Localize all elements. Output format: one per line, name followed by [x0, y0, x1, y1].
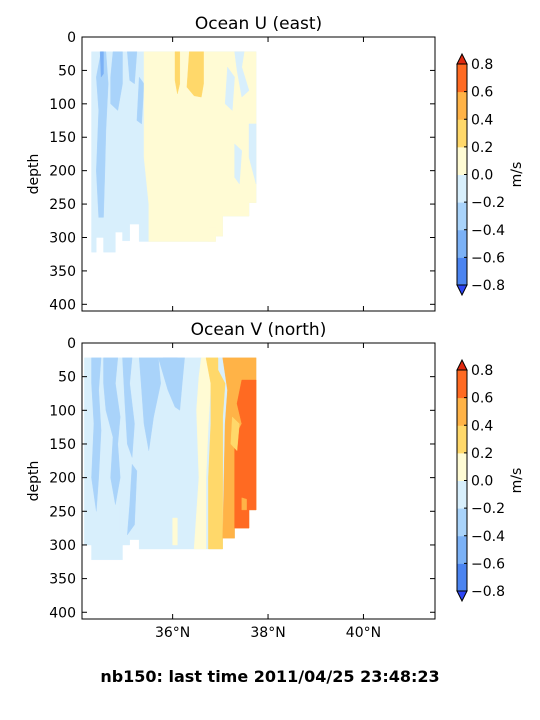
- colorbar-tick-label: 0.8: [471, 363, 493, 379]
- contour-region: [136, 76, 145, 125]
- contour-region: [234, 51, 250, 98]
- y-axis-label: depth: [26, 154, 42, 195]
- contour-region: [224, 66, 235, 111]
- colorbar-extend-max: [456, 52, 468, 65]
- colorbar-bin: [457, 508, 467, 537]
- chart-title: Ocean V (north): [191, 320, 327, 340]
- contour-region: [172, 517, 178, 546]
- colorbar-bin: [457, 425, 467, 454]
- colorbar-tick-label: −0.4: [471, 529, 505, 545]
- y-tick-label: 400: [49, 297, 76, 313]
- contour-region: [208, 227, 216, 242]
- y-tick-label: 350: [49, 264, 76, 280]
- y-tick-label: 100: [49, 97, 76, 113]
- colorbar-tick-label: 0.2: [471, 140, 493, 156]
- colorbar-bin: [457, 563, 467, 592]
- chart-panel-2: Ocean V (north) 0 50 100 150 200 250 300 350 400 3…: [26, 320, 525, 641]
- y-tick-label: 150: [49, 130, 76, 146]
- colorbar-tick-label: 0.0: [471, 168, 493, 184]
- colorbar-bin: [457, 370, 467, 399]
- colorbar-label: m/s: [509, 162, 525, 188]
- colorbar-extend-min: [456, 590, 468, 603]
- colorbar-tick-label: 0.6: [471, 391, 493, 407]
- contour-region: [110, 51, 123, 111]
- contour-region: [119, 494, 128, 539]
- figure-footer: nb150: last time 2011/04/25 23:48:23: [100, 667, 440, 686]
- colorbar-tick-label: 0.4: [471, 112, 493, 128]
- y-tick-label: 50: [58, 370, 76, 386]
- contour-region: [205, 357, 226, 550]
- colorbar-bin: [457, 480, 467, 509]
- colorbar-bin: [457, 397, 467, 426]
- x-tick-label: 36°N: [155, 625, 190, 641]
- colorbar-bin: [457, 202, 467, 231]
- colorbar-bin: [457, 91, 467, 120]
- contour-region: [174, 51, 181, 94]
- colorbar-tick-label: −0.6: [471, 250, 505, 266]
- y-tick-label: 200: [49, 164, 76, 180]
- colorbar: −0.8 −0.6 −0.4 −0.2 0.0 0.2 0.4 0.6 0.8 m/s: [456, 358, 525, 603]
- colorbar-label: m/s: [509, 468, 525, 494]
- y-axis-label: depth: [26, 461, 42, 502]
- colorbar-bin: [457, 119, 467, 148]
- y-tick-label: 0: [67, 30, 76, 46]
- colorbar-bin: [457, 535, 467, 564]
- colorbar-tick-label: −0.8: [471, 584, 505, 600]
- contour-fill: [91, 51, 257, 253]
- y-tick-label: 300: [49, 230, 76, 246]
- colorbar-tick-label: 0.8: [471, 57, 493, 73]
- x-tick-label: 40°N: [346, 625, 381, 641]
- y-tick-label: 250: [49, 197, 76, 213]
- contour-region: [230, 416, 240, 452]
- colorbar-tick-label: −0.2: [471, 195, 505, 211]
- chart-title: Ocean U (east): [195, 14, 322, 34]
- colorbar-bin: [457, 229, 467, 258]
- chart-panel-1: Ocean U (east) 0 50 100 150 200 250 300 350 400 de…: [26, 14, 525, 313]
- colorbar-tick-label: −0.4: [471, 223, 505, 239]
- colorbar-bin: [457, 146, 467, 175]
- colorbar-bin: [457, 64, 467, 93]
- contour-region: [241, 497, 247, 511]
- colorbar-tick-label: 0.2: [471, 446, 493, 462]
- colorbar-tick-label: −0.6: [471, 556, 505, 572]
- colorbar-tick-label: 0.0: [471, 474, 493, 490]
- colorbar-extend-min: [456, 284, 468, 297]
- contour-region: [158, 357, 185, 411]
- y-tick-label: 200: [49, 471, 76, 487]
- contour-region: [96, 51, 109, 218]
- colorbar-tick-label: −0.2: [471, 501, 505, 517]
- contour-region: [186, 51, 204, 98]
- colorbar-tick-label: −0.8: [471, 278, 505, 294]
- y-tick-label: 50: [58, 63, 76, 79]
- colorbar-extend-max: [456, 358, 468, 371]
- y-tick-label: 350: [49, 572, 76, 588]
- y-tick-label: 100: [49, 403, 76, 419]
- colorbar-bin: [457, 174, 467, 203]
- y-tick-label: 150: [49, 437, 76, 453]
- colorbar-bin: [457, 257, 467, 286]
- plot-frame: [81, 36, 436, 312]
- colorbar-bin: [457, 452, 467, 481]
- y-tick-label: 0: [67, 336, 76, 352]
- y-tick-label: 250: [49, 504, 76, 520]
- contour-region: [127, 463, 138, 536]
- contour-region: [248, 123, 257, 185]
- y-tick-label: 300: [49, 538, 76, 554]
- contour-region: [122, 357, 135, 458]
- contour-region: [127, 51, 138, 85]
- contour-region: [91, 357, 102, 512]
- contour-region: [103, 357, 121, 505]
- contour-region: [234, 379, 257, 529]
- contour-fill: [84, 357, 257, 560]
- y-tick-label: 400: [49, 605, 76, 621]
- contour-region: [99, 51, 104, 78]
- colorbar-tick-label: 0.6: [471, 85, 493, 101]
- colorbar: −0.8 −0.6 −0.4 −0.2 0.0 0.2 0.4 0.6 0.8 m/s: [456, 52, 525, 297]
- contour-region: [234, 143, 243, 185]
- colorbar-tick-label: 0.4: [471, 418, 493, 434]
- contour-region: [138, 357, 161, 451]
- plot-frame: [81, 342, 436, 620]
- x-tick-label: 38°N: [250, 625, 285, 641]
